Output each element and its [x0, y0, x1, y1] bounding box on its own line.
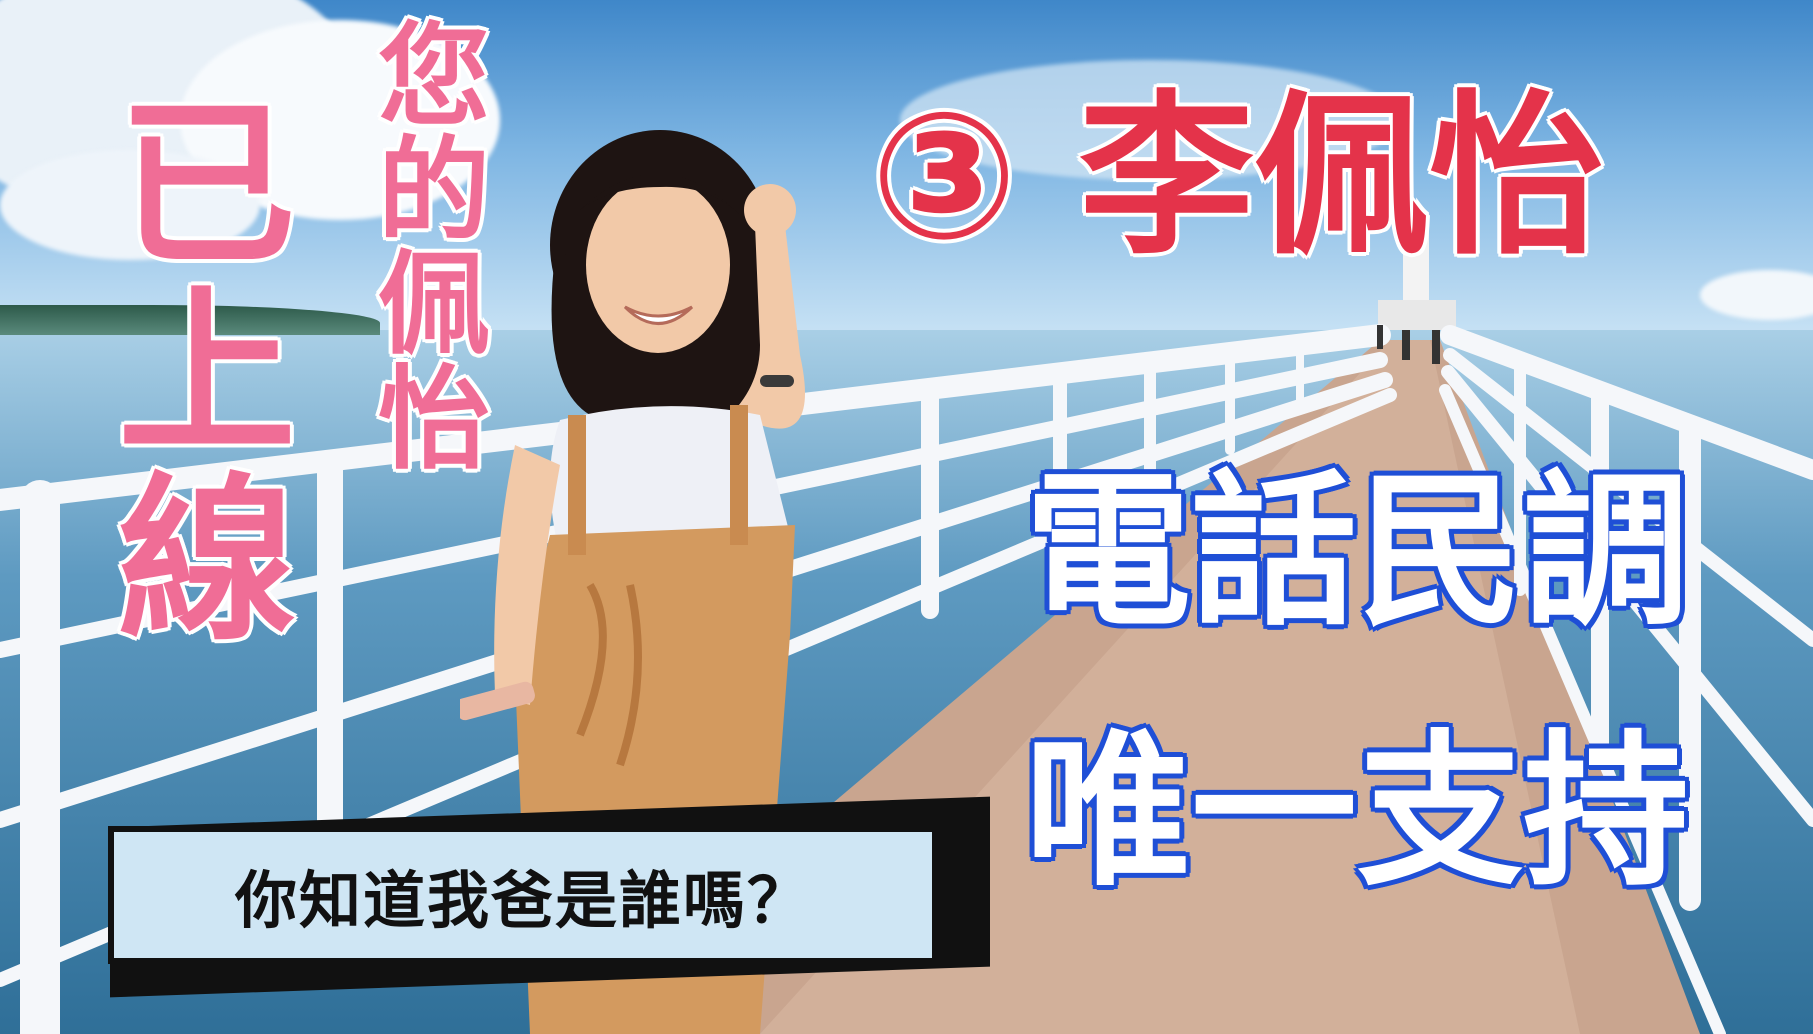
headline-small-char: 的 [378, 126, 490, 257]
candidate-number: ③ [870, 76, 1019, 279]
banner-text: 你知道我爸是誰嗎？ [234, 864, 811, 937]
cloud [1700, 270, 1813, 320]
candidate-name: 李佩怡 [1079, 76, 1605, 279]
lighthouse [1403, 225, 1429, 305]
cloud [900, 60, 1400, 180]
headline-vertical-left: 已 上 線 [118, 95, 296, 652]
headline-small-char: 您 [378, 12, 490, 142]
distant-people [1377, 325, 1440, 364]
headline-char: 已 [118, 82, 296, 289]
callout-line1: 電話民調 [1025, 456, 1689, 649]
distant-island [0, 305, 380, 335]
lighthouse-base [1378, 300, 1456, 330]
candidate-heading: ③ 李佩怡 [870, 90, 1604, 265]
headline-char: 線 [118, 457, 296, 665]
cloud [0, 150, 260, 260]
right-railing [1439, 325, 1813, 1034]
headline-char: 上 [118, 269, 296, 477]
headline-small-char: 佩 [378, 240, 490, 371]
bottom-banner: 你知道我爸是誰嗎？ [108, 826, 938, 964]
headline-small-char: 怡 [378, 354, 490, 485]
headline-vertical-small: 您 的 佩 怡 [378, 20, 490, 477]
callout-line2: 唯一支持 [1025, 716, 1689, 909]
